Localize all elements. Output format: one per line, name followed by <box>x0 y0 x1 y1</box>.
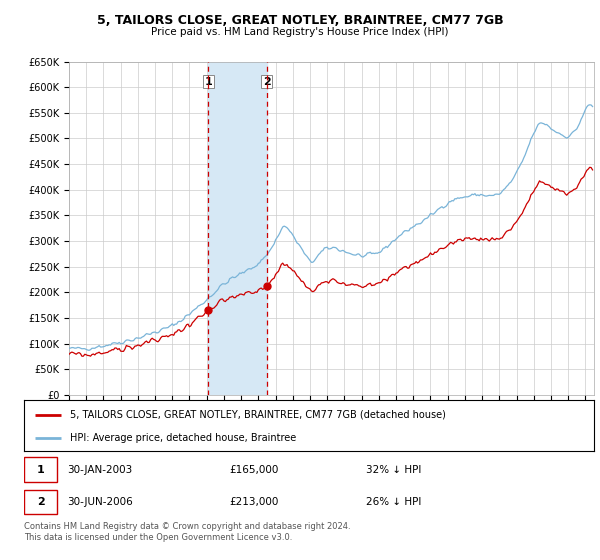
Text: 30-JUN-2006: 30-JUN-2006 <box>67 497 133 507</box>
Text: HPI: Average price, detached house, Braintree: HPI: Average price, detached house, Brai… <box>70 433 296 443</box>
Text: £213,000: £213,000 <box>229 497 278 507</box>
Text: 30-JAN-2003: 30-JAN-2003 <box>67 465 132 475</box>
Bar <box>24 489 57 514</box>
Text: 5, TAILORS CLOSE, GREAT NOTLEY, BRAINTREE, CM77 7GB: 5, TAILORS CLOSE, GREAT NOTLEY, BRAINTRE… <box>97 14 503 27</box>
Text: 26% ↓ HPI: 26% ↓ HPI <box>366 497 421 507</box>
Text: 1: 1 <box>37 465 44 475</box>
Text: Price paid vs. HM Land Registry's House Price Index (HPI): Price paid vs. HM Land Registry's House … <box>151 27 449 37</box>
Text: £165,000: £165,000 <box>229 465 278 475</box>
Text: 32% ↓ HPI: 32% ↓ HPI <box>366 465 421 475</box>
Text: 2: 2 <box>37 497 44 507</box>
Bar <box>208 62 267 395</box>
Text: Contains HM Land Registry data © Crown copyright and database right 2024.: Contains HM Land Registry data © Crown c… <box>24 522 350 531</box>
Text: 2: 2 <box>263 77 271 87</box>
Text: This data is licensed under the Open Government Licence v3.0.: This data is licensed under the Open Gov… <box>24 533 292 542</box>
Text: 5, TAILORS CLOSE, GREAT NOTLEY, BRAINTREE, CM77 7GB (detached house): 5, TAILORS CLOSE, GREAT NOTLEY, BRAINTRE… <box>70 409 445 419</box>
Text: 1: 1 <box>204 77 212 87</box>
Bar <box>24 458 57 482</box>
